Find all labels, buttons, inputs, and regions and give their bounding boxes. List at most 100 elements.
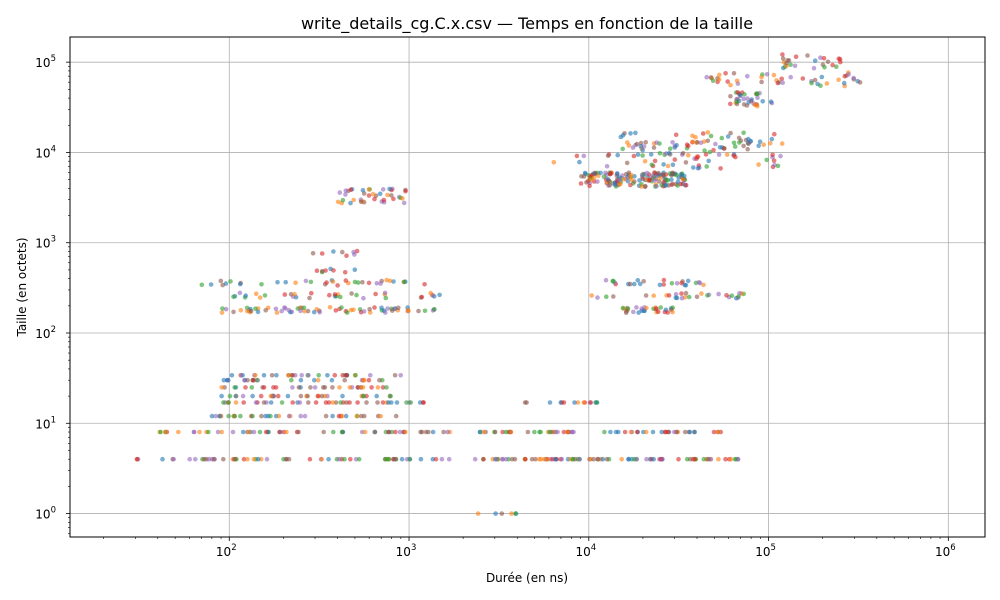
data-point <box>193 456 198 462</box>
data-point <box>644 456 649 462</box>
y-tick-label: 103 <box>35 235 56 251</box>
data-point <box>692 429 697 435</box>
data-point <box>607 183 612 188</box>
data-point <box>201 456 207 462</box>
data-point <box>433 456 439 462</box>
data-point <box>340 249 345 255</box>
data-point <box>756 162 761 167</box>
data-point <box>634 456 640 462</box>
data-point <box>393 429 398 435</box>
data-point <box>529 456 535 462</box>
data-point <box>628 131 633 136</box>
data-point <box>640 148 645 153</box>
data-point <box>380 385 386 390</box>
data-point <box>360 188 366 193</box>
data-point <box>705 138 711 144</box>
data-point <box>778 153 783 159</box>
data-point <box>385 192 390 198</box>
data-point <box>401 279 407 285</box>
data-point <box>661 173 666 178</box>
data-point <box>553 456 559 462</box>
data-point <box>351 197 357 203</box>
data-point <box>273 306 279 312</box>
data-point <box>670 181 675 187</box>
data-point <box>227 393 233 399</box>
data-point <box>755 103 760 109</box>
data-point <box>651 293 656 299</box>
data-point <box>574 153 580 159</box>
data-point <box>745 146 750 152</box>
data-point <box>330 400 336 405</box>
data-point <box>683 290 689 296</box>
data-point <box>680 151 686 156</box>
data-point <box>226 400 231 405</box>
data-point <box>616 429 621 435</box>
data-point <box>237 281 243 287</box>
data-point <box>326 456 331 462</box>
data-point <box>309 290 314 296</box>
data-point <box>699 291 704 296</box>
data-point <box>642 184 648 190</box>
data-point <box>274 373 279 378</box>
data-point <box>628 172 634 178</box>
data-point <box>333 308 339 313</box>
data-point <box>664 177 669 183</box>
data-point <box>672 429 677 435</box>
data-point <box>841 80 847 86</box>
data-point <box>532 429 537 435</box>
data-point <box>493 511 498 516</box>
data-point <box>624 160 630 166</box>
data-point <box>588 400 593 405</box>
data-point <box>644 170 650 176</box>
data-point <box>208 282 214 287</box>
data-point <box>219 310 225 315</box>
data-point <box>724 293 729 298</box>
data-point <box>604 456 610 462</box>
data-point <box>245 456 250 462</box>
data-point <box>352 252 357 257</box>
data-point <box>647 177 652 183</box>
data-point <box>380 400 386 405</box>
data-point <box>604 294 609 300</box>
data-point <box>385 456 390 462</box>
data-point <box>379 305 384 311</box>
data-point <box>728 82 733 88</box>
data-point <box>329 377 335 383</box>
data-point <box>513 511 518 516</box>
data-point <box>492 429 498 435</box>
data-point <box>349 291 354 296</box>
data-point <box>780 80 785 85</box>
data-point <box>746 136 751 142</box>
data-point <box>846 72 851 77</box>
data-point <box>631 309 636 315</box>
data-point <box>690 139 696 145</box>
data-point <box>255 456 261 462</box>
data-point <box>238 413 243 419</box>
data-point <box>245 377 250 383</box>
data-point <box>366 187 372 192</box>
data-point <box>605 176 611 182</box>
data-point <box>340 373 346 378</box>
data-point <box>693 135 698 140</box>
data-point <box>679 291 684 296</box>
data-point <box>851 75 856 81</box>
data-point <box>555 429 560 435</box>
data-point <box>672 157 678 162</box>
data-point <box>623 310 629 316</box>
data-point <box>253 291 259 297</box>
data-point <box>661 162 666 167</box>
data-point <box>332 292 338 297</box>
data-point <box>676 456 681 462</box>
data-point <box>342 456 347 462</box>
data-point <box>480 429 486 435</box>
data-point <box>604 164 610 169</box>
data-point <box>685 278 691 284</box>
data-point <box>547 400 553 405</box>
data-point <box>253 373 258 378</box>
data-point <box>296 385 302 390</box>
data-point <box>596 456 601 462</box>
data-point <box>384 385 389 390</box>
data-point <box>649 162 655 168</box>
data-point <box>261 400 267 405</box>
data-point <box>666 150 672 156</box>
